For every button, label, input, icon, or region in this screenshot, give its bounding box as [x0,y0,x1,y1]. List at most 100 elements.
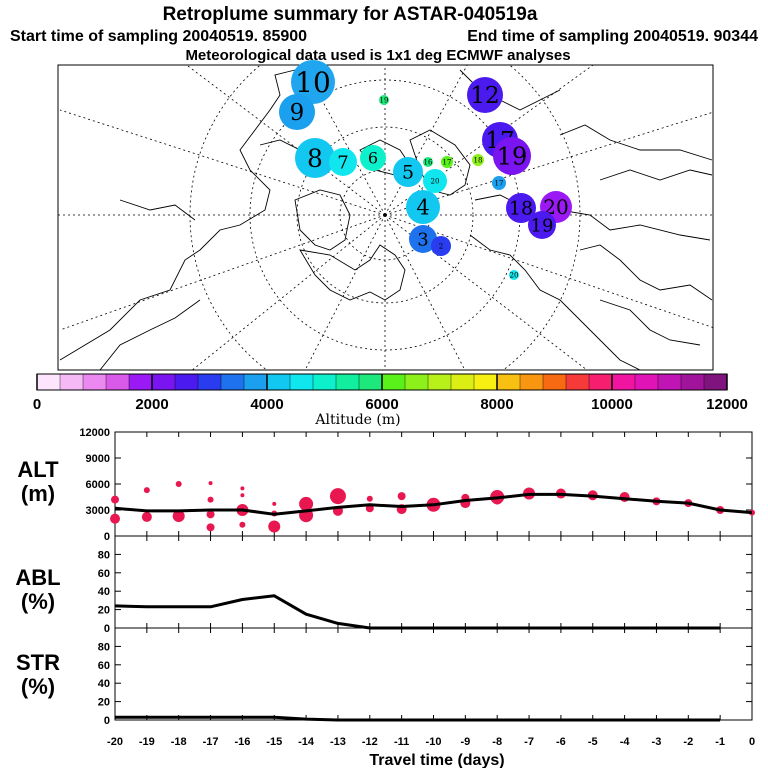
x-tick-label: -15 [266,736,282,748]
x-tick-label: -1 [715,736,725,748]
colorbar-tick-label: 6000 [365,396,398,413]
x-tick-label: -3 [652,736,662,748]
timeseries-panels: ALT (m) ABL (%) STR (%) 0300060009000120… [15,427,755,768]
colorbar-segment [496,373,521,391]
abl-panel-unit: (%) [21,589,55,614]
colorbar-segment [657,373,682,391]
alt-marker [240,486,245,491]
start-time-label: Start time of sampling 20040519. 85900 [10,28,307,45]
alt-marker [366,495,373,502]
alt-marker [206,523,215,532]
x-tick-label: -16 [234,736,250,748]
x-tick-label: -18 [171,736,187,748]
colorbar-segment [335,373,360,391]
end-time-label: End time of sampling 20040519. 90344 [467,28,758,45]
x-tick-label: -17 [203,736,219,748]
alt-marker [207,496,214,503]
map-marker-label: 20 [510,271,519,279]
map-marker [329,148,357,176]
colorbar-segment [358,373,383,391]
map-marker-label: 6 [368,149,378,168]
y-tick-label: 0 [104,623,110,635]
map-marker [295,138,335,178]
map-marker-label: 19 [497,142,528,170]
altitude-colorbar: 0 2000 4000 6000 8000 10000 12000 Altitude (m) [33,373,748,428]
colorbar-segment [404,373,429,391]
map-marker-label: 9 [290,100,305,126]
met-data-label: Meteorological data used is 1x1 deg ECMW… [185,47,570,64]
colorbar-segment [82,373,107,391]
map-marker [423,157,433,167]
map-marker [441,156,453,168]
colorbar-segment [289,373,314,391]
map-marker-label: 5 [402,162,414,184]
alt-panel-unit: (m) [21,481,55,506]
map-marker-label: 18 [474,156,483,164]
series-line [114,492,753,516]
colorbar-label: Altitude (m) [314,412,400,428]
alt-marker [141,511,152,522]
alt-marker [110,513,120,524]
x-axis-label: Travel time (days) [369,752,504,768]
abl-panel: ABL (%) [15,535,753,629]
y-tick-label: 40 [98,586,110,598]
map-marker-label: 7 [337,152,348,173]
y-tick-label: 9000 [86,453,110,465]
map-marker [431,236,451,256]
map-marker-label: 19 [531,215,554,236]
y-tick-label: 80 [98,641,110,653]
map-marker [528,211,556,239]
colorbar-segment [703,373,728,391]
colorbar-tick-label: 4000 [250,396,283,413]
alt-marker [208,481,213,486]
x-tick-label: -9 [460,736,470,748]
x-tick-label: -8 [492,736,502,748]
map-marker-label: 4 [416,195,429,219]
y-tick-label: 0 [104,531,110,543]
map-marker-label: 2 [439,242,443,250]
series-line [114,594,721,630]
timeseries-marks: 030006000900012000020406080020406080-20-… [79,427,755,748]
alt-marker [299,496,314,511]
y-tick-label: 6000 [86,479,110,491]
map-marker-label: 20 [431,177,440,185]
alt-panel-title: ALT [17,457,59,482]
map-marker-label: 3 [417,229,428,250]
x-tick-label: 0 [749,736,755,748]
y-tick-label: 12000 [79,427,110,439]
alt-marker [329,488,346,505]
map-marker-label: 8 [307,144,323,173]
str-panel-unit: (%) [21,674,55,699]
y-tick-label: 60 [98,660,110,672]
colorbar-segment [59,373,84,391]
x-tick-label: -14 [298,736,315,748]
map-marker [492,176,506,190]
colorbar-segment [542,373,567,391]
colorbar-segment [266,373,291,391]
y-tick-label: 20 [98,697,110,709]
abl-panel-title: ABL [15,565,60,590]
str-panel-title: STR [16,650,60,675]
map-marker [379,95,389,105]
map-marker [279,94,315,130]
colorbar-segment [634,373,659,391]
map-marker [393,157,423,187]
map-marker-label: 18 [509,198,533,220]
alt-marker [397,492,406,501]
map-marker-label: 12 [470,83,499,109]
colorbar-segment [450,373,475,391]
colorbar-tick-label: 0 [33,396,41,413]
map-marker [472,154,484,166]
alt-marker [240,493,245,498]
map-marker [360,145,386,171]
str-panel: STR (%) [16,627,753,721]
colorbar-segment [519,373,544,391]
map-marker [509,270,519,280]
x-tick-label: -19 [139,736,155,748]
x-tick-label: -2 [683,736,693,748]
colorbar-segment [128,373,153,391]
map-marker [291,60,335,104]
alt-marker [206,510,215,519]
colorbar-segment [174,373,199,391]
